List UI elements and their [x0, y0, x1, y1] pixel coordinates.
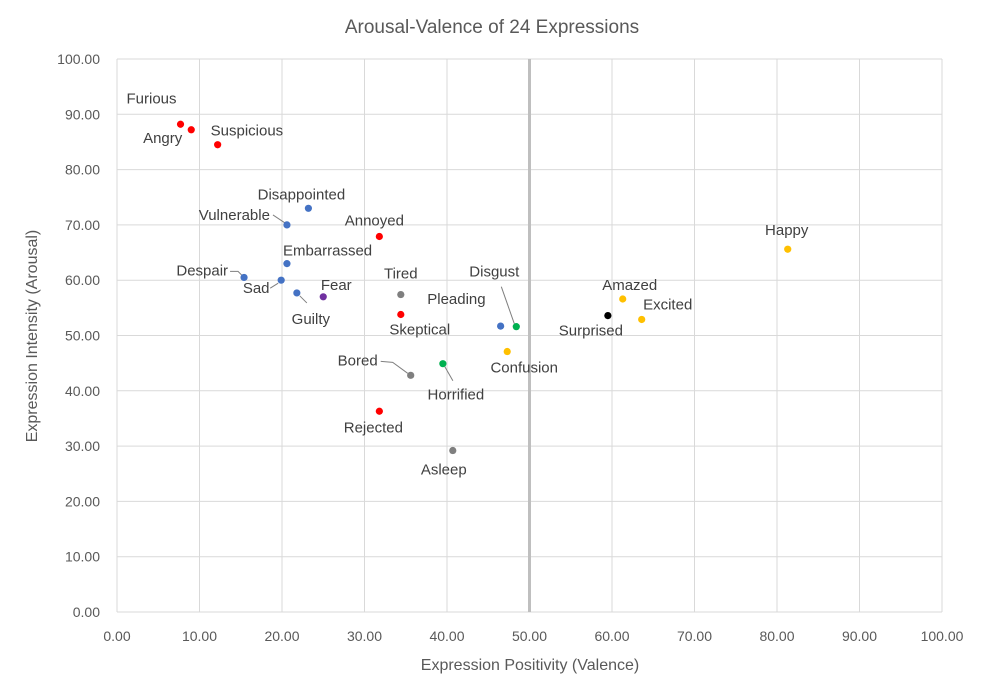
leader-lines: [230, 214, 515, 381]
leader-line-vulnerable: [272, 214, 286, 224]
x-tick-label: 20.00: [264, 628, 299, 644]
y-tick-label: 100.00: [57, 51, 100, 67]
point-annoyed: [375, 232, 383, 241]
point-surprised: [604, 311, 612, 320]
point-label-happy: Happy: [765, 222, 809, 239]
point-rejected: [375, 407, 383, 415]
y-axis-title: Expression Intensity (Arousal): [24, 230, 41, 443]
y-tick-label: 0.00: [73, 604, 100, 620]
point-despair: [240, 273, 248, 282]
point-pleading: [497, 322, 505, 330]
point-horrified: [439, 360, 447, 368]
point-label-disappointed: Disappointed: [258, 186, 346, 203]
x-tick-label: 10.00: [182, 628, 217, 644]
leader-line-disgust: [500, 286, 515, 324]
x-tick-label: 30.00: [347, 628, 382, 644]
point-labels: Furious Angry Suspicious Disappointed Vulner…: [127, 90, 809, 478]
point-label-skeptical: Skeptical: [389, 321, 450, 338]
point-vulnerable: [283, 221, 291, 229]
x-tick-label: 60.00: [594, 628, 629, 644]
point-label-vulnerable: Vulnerable: [199, 207, 270, 224]
y-tick-label: 60.00: [65, 272, 100, 288]
data-points: [176, 120, 792, 455]
point-label-horrified: Horrified: [428, 387, 485, 404]
y-tick-label: 80.00: [65, 162, 100, 178]
chart-title: Arousal-Valence of 24 Expressions: [345, 17, 639, 38]
point-bored: [407, 371, 415, 379]
point-angry: [187, 126, 195, 134]
point-disgust: [512, 323, 520, 331]
y-tick-label: 10.00: [65, 549, 100, 565]
point-label-surprised: Surprised: [559, 323, 623, 340]
point-guilty: [293, 289, 301, 297]
leader-line-bored: [380, 360, 408, 374]
point-label-embarrassed: Embarrassed: [283, 243, 372, 260]
x-tick-label: 80.00: [759, 628, 794, 644]
point-fear: [319, 293, 327, 301]
point-disappointed: [304, 204, 312, 212]
point-label-bored: Bored: [338, 352, 378, 369]
y-tick-label: 20.00: [65, 493, 100, 509]
point-label-furious: Furious: [127, 90, 177, 107]
point-label-disgust: Disgust: [469, 264, 520, 281]
y-tick-label: 70.00: [65, 217, 100, 233]
point-label-fear: Fear: [321, 277, 352, 294]
x-tick-label: 70.00: [677, 628, 712, 644]
leader-line-guilty: [299, 295, 308, 304]
point-label-despair: Despair: [176, 262, 228, 279]
x-axis-title: Expression Positivity (Valence): [421, 657, 639, 674]
y-tick-label: 50.00: [65, 328, 100, 344]
point-label-excited: Excited: [643, 296, 692, 313]
point-label-confusion: Confusion: [490, 360, 558, 377]
point-label-guilty: Guilty: [292, 311, 331, 328]
point-skeptical: [397, 310, 405, 319]
y-tick-label: 40.00: [65, 383, 100, 399]
x-tick-label: 40.00: [429, 628, 464, 644]
y-tick-label: 90.00: [65, 106, 100, 122]
point-embarrassed: [283, 260, 291, 268]
x-tick-label: 0.00: [103, 628, 130, 644]
point-amazed: [619, 295, 627, 303]
point-confusion: [503, 347, 511, 356]
point-excited: [638, 315, 646, 324]
point-label-asleep: Asleep: [421, 462, 467, 479]
y-tick-label: 30.00: [65, 438, 100, 454]
point-label-suspicious: Suspicious: [211, 123, 284, 140]
point-label-tired: Tired: [384, 266, 418, 283]
point-tired: [397, 290, 405, 299]
x-tick-label: 100.00: [921, 628, 964, 644]
point-label-annoyed: Annoyed: [345, 213, 404, 230]
leader-line-sad: [269, 282, 279, 289]
leader-line-despair: [230, 270, 243, 276]
point-suspicious: [214, 141, 222, 149]
leader-line-horrified: [444, 366, 454, 381]
point-sad: [277, 276, 285, 284]
tick-labels: 0.00 10.00 20.00 30.00 40.00 50.00 60.00 70.00 8…: [57, 51, 963, 644]
point-label-sad: Sad: [243, 280, 270, 297]
point-label-amazed: Amazed: [602, 277, 657, 294]
point-asleep: [449, 446, 457, 455]
point-label-angry: Angry: [143, 130, 183, 147]
x-tick-label: 90.00: [842, 628, 877, 644]
point-label-rejected: Rejected: [344, 419, 403, 436]
point-furious: [176, 120, 185, 128]
point-happy: [784, 245, 792, 253]
point-label-pleading: Pleading: [427, 291, 485, 308]
x-tick-label: 50.00: [512, 628, 547, 644]
